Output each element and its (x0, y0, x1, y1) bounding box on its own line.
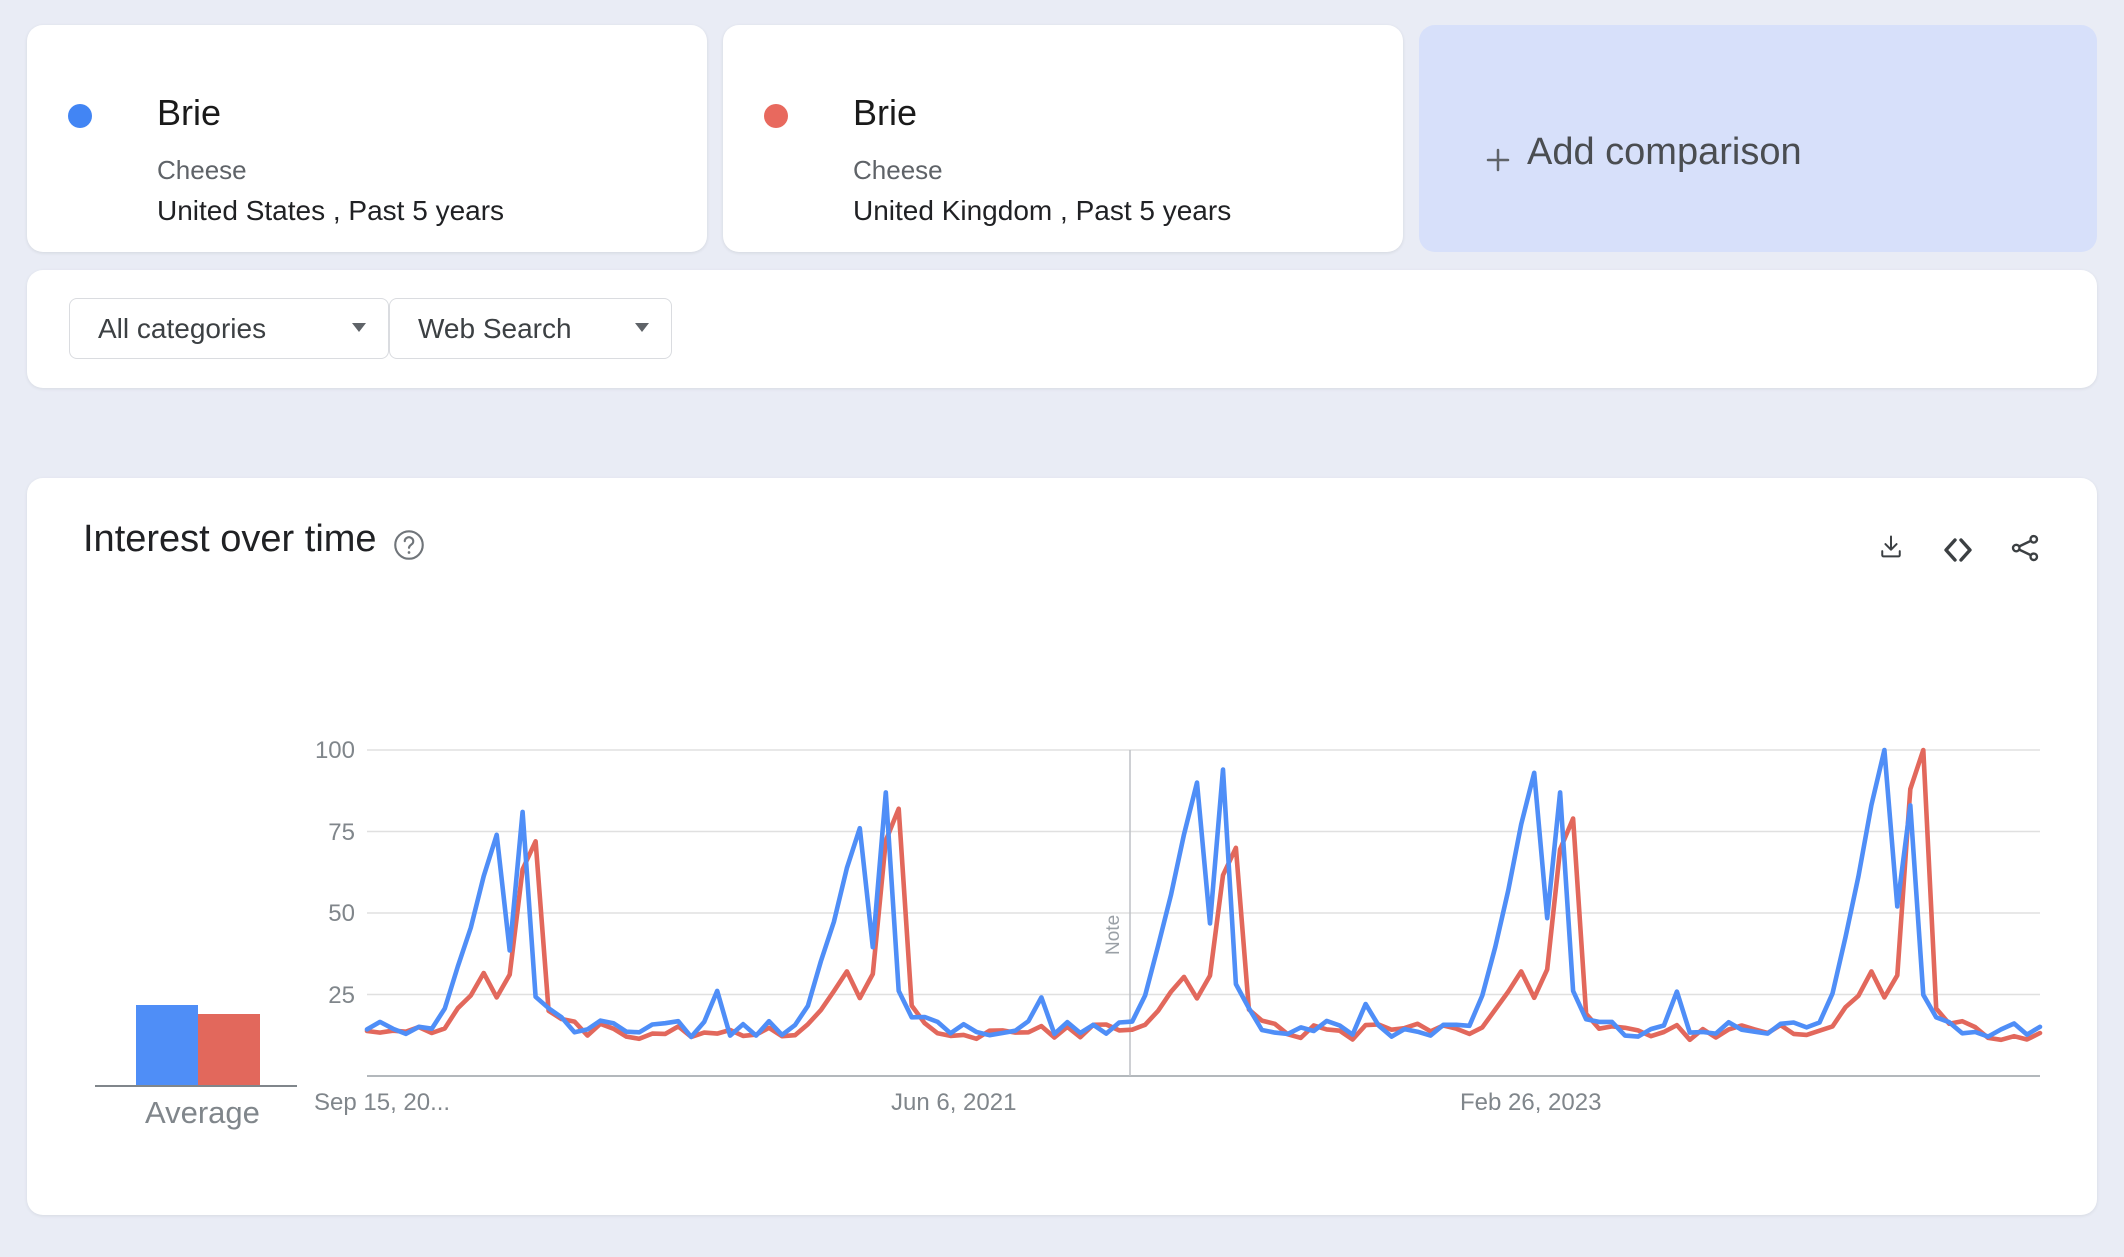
svg-text:75: 75 (328, 819, 355, 846)
svg-text:Jun 6, 2021: Jun 6, 2021 (891, 1089, 1016, 1116)
svg-text:50: 50 (328, 900, 355, 927)
svg-text:Note: Note (1103, 915, 1124, 955)
svg-text:100: 100 (315, 737, 355, 764)
svg-text:Sep 15, 20...: Sep 15, 20... (314, 1089, 450, 1116)
svg-text:25: 25 (328, 982, 355, 1009)
svg-text:Feb 26, 2023: Feb 26, 2023 (1460, 1089, 1601, 1116)
